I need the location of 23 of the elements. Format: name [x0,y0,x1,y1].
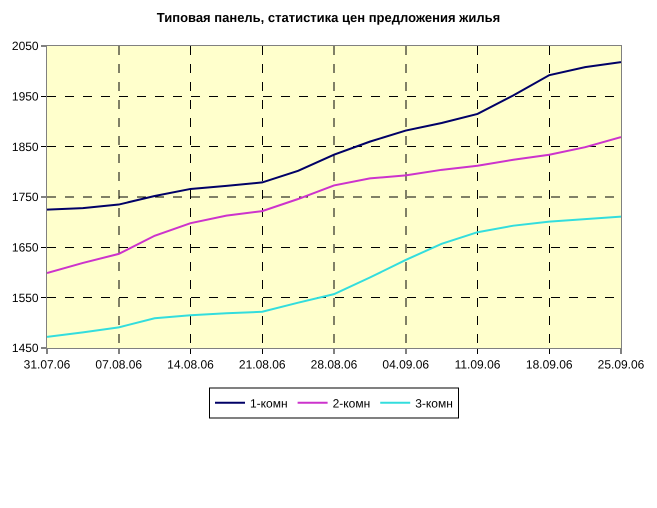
y-tick-label: 1950 [12,90,39,104]
y-tick-label: 1850 [12,140,39,154]
x-tick-label: 18.09.06 [526,357,573,372]
legend-label: 3-комн [415,396,453,410]
legend-label: 1-комн [250,396,288,410]
line-series [47,136,621,274]
x-tick-label: 04.09.06 [382,357,430,372]
x-tick-label: 21.08.06 [238,357,286,372]
x-tick-label: 11.09.06 [454,357,501,372]
x-tick-label: 31.07.06 [24,357,71,372]
y-tick-label: 2050 [12,39,39,54]
x-tick-label: 28.08.06 [310,357,358,372]
y-tick-label: 1750 [12,190,39,204]
line-series [47,61,621,211]
y-tick-label: 1550 [12,290,39,305]
y-tick-label: 1650 [12,240,39,255]
y-tick-label: 1450 [12,341,39,356]
legend-label: 2-комн [332,396,370,410]
line-series [47,216,621,338]
chart-title: Типовая панель, статистика цен предложения жилья [156,10,500,25]
x-tick-label: 14.08.06 [167,357,214,372]
x-tick-label: 07.08.06 [95,357,142,372]
x-tick-label: 25.09.06 [598,357,645,372]
